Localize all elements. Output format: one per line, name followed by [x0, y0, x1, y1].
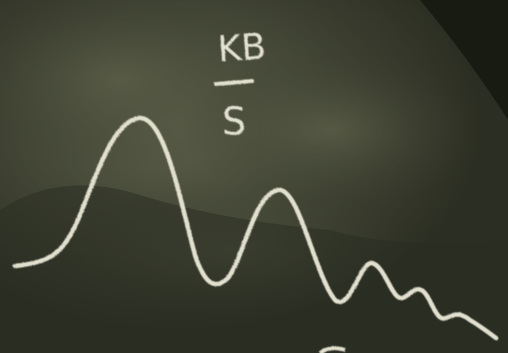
page: KB S (() => { const data = JSON.parse(do… — [0, 0, 508, 353]
unit-denominator: S — [222, 100, 246, 144]
unit-numerator: KB — [216, 26, 267, 70]
chalkboard-photo: KB S — [0, 0, 508, 353]
